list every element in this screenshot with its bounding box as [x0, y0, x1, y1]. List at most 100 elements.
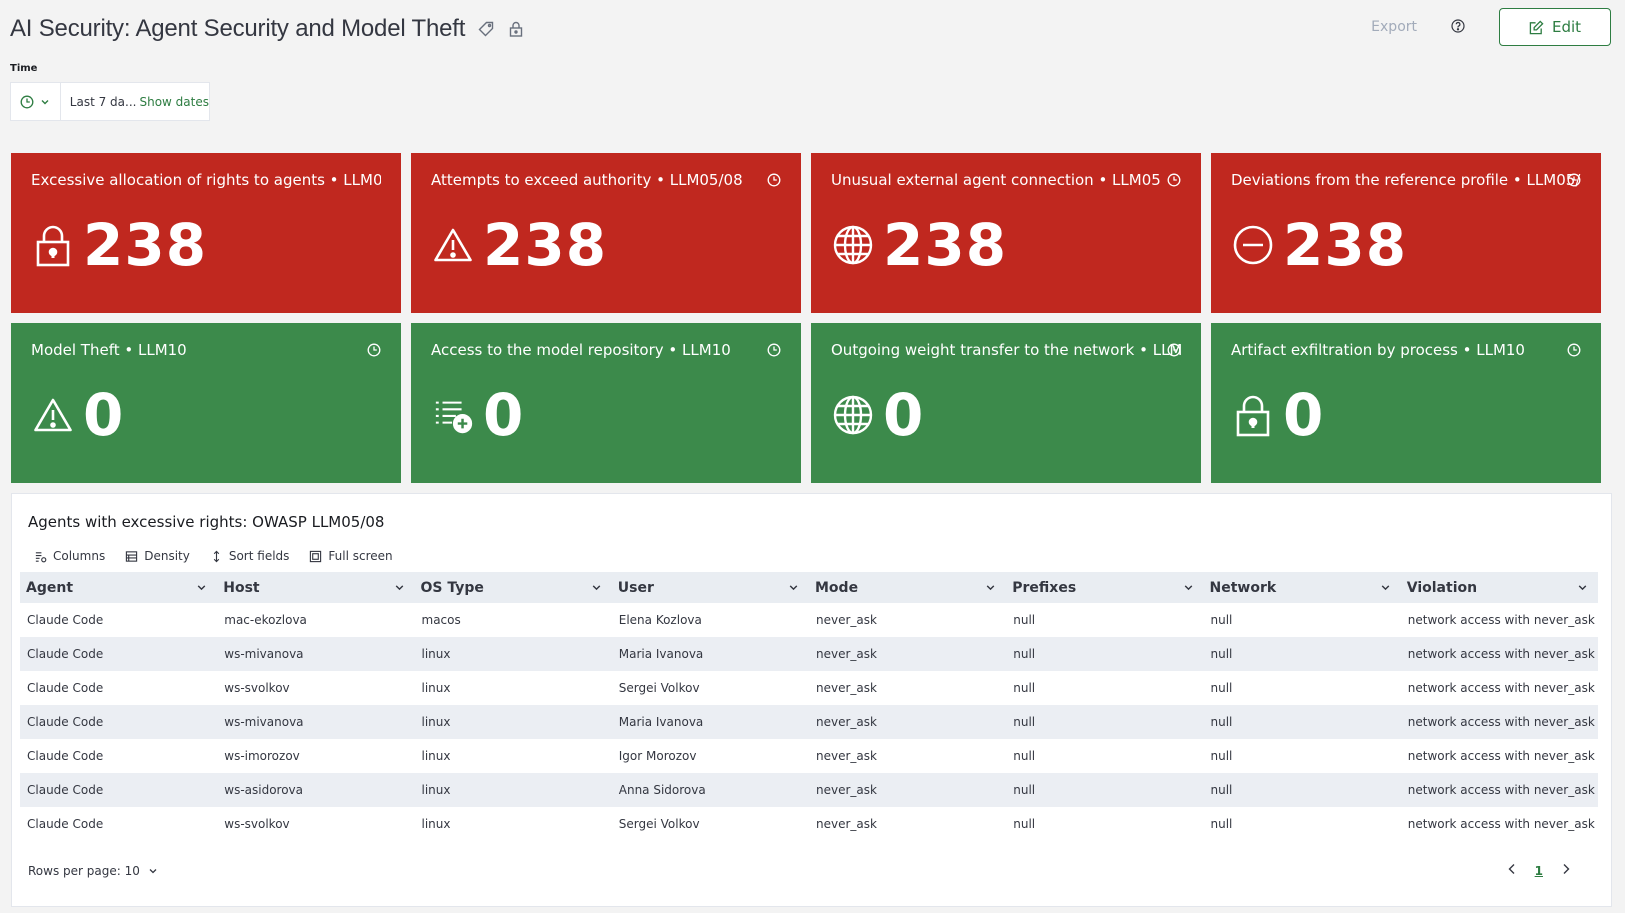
- table-cell: linux: [421, 715, 451, 729]
- table-cell: macos: [421, 613, 461, 627]
- column-header[interactable]: Violation: [1401, 572, 1598, 603]
- table-cell: never_ask: [816, 783, 877, 797]
- help-icon[interactable]: [1451, 19, 1467, 35]
- table-cell: null: [1013, 647, 1036, 661]
- export-button[interactable]: Export: [1371, 19, 1417, 35]
- sort-icon: [213, 550, 220, 562]
- table-row[interactable]: Claude Code ws-svolkov linux Sergei Volkov n…: [20, 807, 1598, 841]
- full-screen-button[interactable]: Full screen: [309, 549, 393, 563]
- columns-icon: [35, 551, 47, 562]
- metric-card[interactable]: Model Theft • LLM10 0: [11, 323, 401, 483]
- metric-card[interactable]: Deviations from the reference profile • …: [1211, 153, 1601, 313]
- table-cell: network access with never_ask: [1407, 681, 1595, 695]
- table-cell: null: [1013, 613, 1036, 627]
- clock-icon: [1167, 173, 1181, 187]
- column-header-label: Host: [223, 579, 260, 596]
- chevron-down-icon[interactable]: [1577, 582, 1588, 593]
- column-header-label: Agent: [26, 579, 74, 596]
- table-cell: network access with never_ask: [1407, 817, 1595, 831]
- fullscreen-icon: [310, 550, 322, 562]
- table-cell: network access with never_ask: [1407, 613, 1595, 627]
- table-cell: Claude Code: [27, 749, 104, 763]
- column-header-label: Prefixes: [1012, 579, 1077, 596]
- chevron-down-icon[interactable]: [788, 582, 799, 593]
- column-header[interactable]: Network: [1204, 572, 1401, 603]
- clock-icon: [767, 173, 781, 187]
- tag-icon[interactable]: [477, 20, 495, 38]
- column-header[interactable]: Agent: [20, 572, 217, 603]
- table-row[interactable]: Claude Code mac-ekozlova macos Elena Kozlov…: [20, 603, 1598, 637]
- metric-card[interactable]: Artifact exfiltration by process • LLM10…: [1211, 323, 1601, 483]
- table-row[interactable]: Claude Code ws-asidorova linux Anna Sidorov…: [20, 773, 1598, 807]
- table-row[interactable]: Claude Code ws-mivanova linux Maria Ivanova…: [20, 705, 1598, 739]
- table-cell: null: [1013, 817, 1036, 831]
- lock-icon[interactable]: [507, 20, 525, 38]
- table-cell: linux: [421, 817, 451, 831]
- column-header[interactable]: Prefixes: [1006, 572, 1203, 603]
- metric-card[interactable]: Excessive allocation of rights to agents…: [11, 153, 401, 313]
- table-row[interactable]: Claude Code ws-imorozov linux Igor Morozov n…: [20, 739, 1598, 773]
- table-cell: never_ask: [816, 715, 877, 729]
- card-body: 0: [833, 383, 924, 447]
- chevron-down-icon[interactable]: [591, 582, 602, 593]
- warning-icon: [33, 393, 73, 437]
- chevron-down-icon[interactable]: [394, 582, 405, 593]
- density-button[interactable]: Density: [125, 549, 190, 563]
- table-cell: ws-mivanova: [224, 647, 304, 661]
- card-value: 238: [83, 211, 208, 279]
- table-cell: never_ask: [816, 613, 877, 627]
- minus-circle-icon: [1233, 223, 1273, 267]
- card-body: 238: [433, 213, 607, 277]
- next-page-button[interactable]: [1561, 863, 1571, 878]
- chevron-down-icon[interactable]: [1380, 582, 1391, 593]
- card-title: Unusual external agent connection • LLM0…: [831, 171, 1161, 189]
- column-header[interactable]: Host: [217, 572, 414, 603]
- columns-button[interactable]: Columns: [34, 549, 105, 563]
- page-button[interactable]: 1: [1534, 863, 1543, 878]
- metric-card[interactable]: Attempts to exceed authority • LLM05/08 2…: [411, 153, 801, 313]
- full-screen-label: Full screen: [328, 549, 393, 563]
- column-header[interactable]: User: [612, 572, 809, 603]
- table-cell: ws-svolkov: [224, 817, 290, 831]
- pencil-icon: [1529, 19, 1544, 34]
- show-dates-link[interactable]: Show dates: [139, 94, 209, 109]
- card-body: 0: [1233, 383, 1324, 447]
- column-header-label: User: [617, 579, 654, 596]
- table-cell: linux: [421, 749, 451, 763]
- column-header[interactable]: Mode: [809, 572, 1006, 603]
- grid-toolbar: Columns Density Sort fields Full screen: [34, 549, 393, 563]
- metric-card[interactable]: Access to the model repository • LLM10 0: [411, 323, 801, 483]
- table-cell: null: [1210, 715, 1233, 729]
- chevron-down-icon[interactable]: [985, 582, 996, 593]
- clock-icon: [1167, 343, 1181, 357]
- column-header-label: OS Type: [420, 579, 484, 596]
- card-body: 238: [33, 213, 207, 277]
- page-title: AI Security: Agent Security and Model Th…: [10, 15, 466, 42]
- table-cell: null: [1013, 749, 1036, 763]
- table-cell: Maria Ivanova: [618, 715, 704, 729]
- column-header-label: Violation: [1406, 579, 1478, 596]
- column-header[interactable]: OS Type: [415, 572, 612, 603]
- clock-icon: [1567, 173, 1581, 187]
- columns-label: Columns: [53, 549, 106, 563]
- globe-icon: [833, 223, 873, 267]
- metric-card[interactable]: Outgoing weight transfer to the network …: [811, 323, 1201, 483]
- table-cell: Claude Code: [27, 817, 104, 831]
- chevron-down-icon[interactable]: [196, 582, 207, 593]
- metric-card[interactable]: Unusual external agent connection • LLM0…: [811, 153, 1201, 313]
- quick-select-button[interactable]: [11, 83, 61, 120]
- prev-page-button[interactable]: [1507, 863, 1517, 878]
- table-row[interactable]: Claude Code ws-mivanova linux Maria Ivanova…: [20, 637, 1598, 671]
- table-cell: Sergei Volkov: [618, 681, 700, 695]
- chevron-down-icon[interactable]: [1183, 582, 1194, 593]
- time-range[interactable]: Last 7 da... Show dates: [61, 95, 209, 109]
- table-cell: null: [1210, 613, 1233, 627]
- sort-fields-button[interactable]: Sort fields: [210, 549, 289, 563]
- table-cell: linux: [421, 647, 451, 661]
- chevron-right-icon: [1563, 864, 1570, 874]
- edit-button[interactable]: Edit: [1499, 8, 1611, 46]
- rows-per-page-button[interactable]: Rows per page: 10: [28, 864, 158, 878]
- card-value: 0: [483, 381, 525, 449]
- table-row[interactable]: Claude Code ws-svolkov linux Sergei Volkov n…: [20, 671, 1598, 705]
- card-value: 238: [883, 211, 1008, 279]
